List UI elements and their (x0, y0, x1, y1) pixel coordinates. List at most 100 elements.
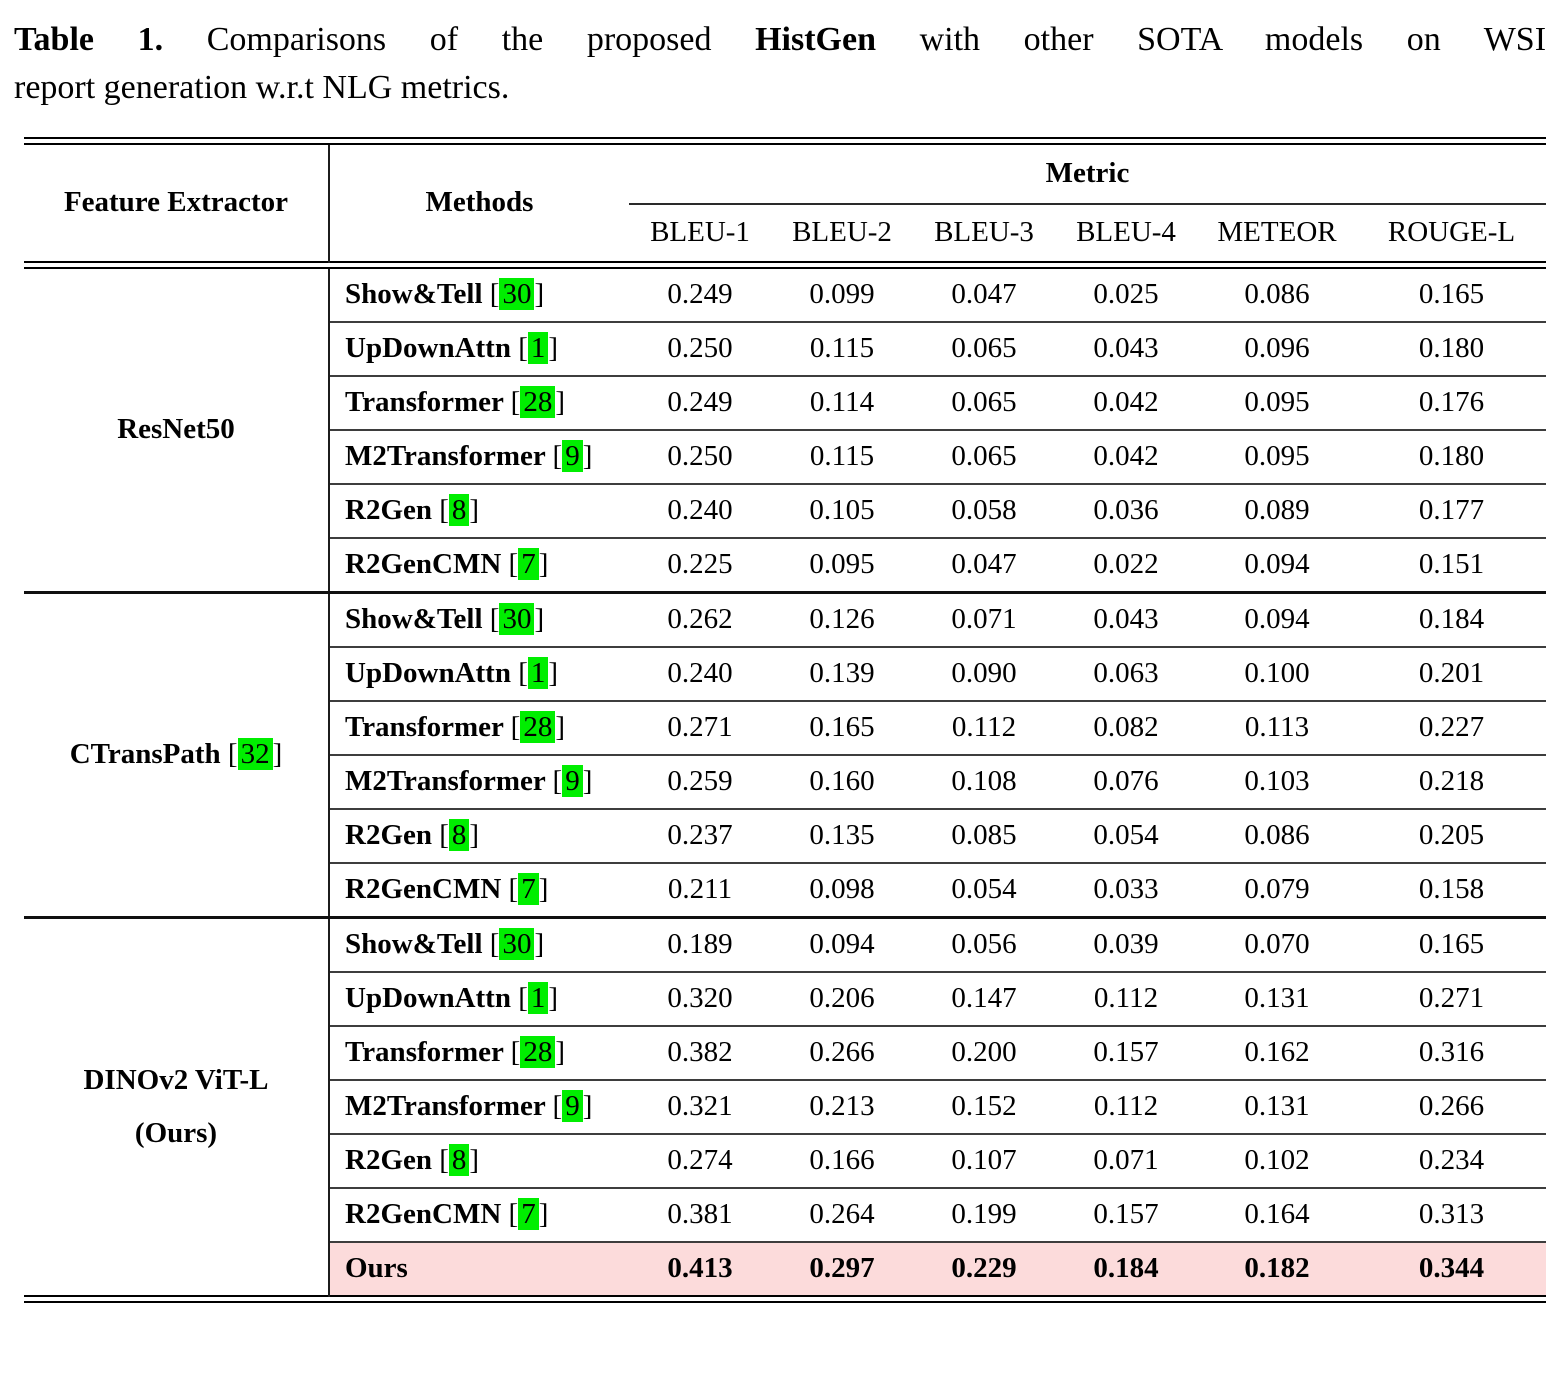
citation-link[interactable]: 28 (511, 711, 565, 744)
metric-value: 0.165 (771, 699, 913, 755)
metric-value: 0.297 (771, 1240, 913, 1296)
citation-number[interactable]: 8 (448, 494, 470, 527)
feature-extractor-cell: ResNet50 (24, 267, 330, 593)
metric-value: 0.098 (771, 861, 913, 918)
metric-value: 0.065 (913, 374, 1055, 430)
citation-number[interactable]: 7 (518, 1198, 539, 1231)
citation-link[interactable]: 30 (490, 278, 544, 311)
method-cell: R2GenCMN 7 (329, 536, 629, 593)
metric-value: 0.264 (771, 1186, 913, 1242)
metric-value: 0.112 (1055, 970, 1197, 1026)
citation-number[interactable]: 32 (237, 738, 273, 771)
citation-link[interactable]: 1 (518, 982, 558, 1015)
citation-number[interactable]: 9 (562, 440, 583, 473)
table-row: M2Transformer 9 0.259 0.160 0.108 0.076 … (24, 753, 1546, 809)
citation-number[interactable]: 8 (448, 819, 470, 852)
metric-value: 0.200 (913, 1024, 1055, 1080)
method-name: R2Gen (345, 494, 432, 527)
citation-link[interactable]: 7 (509, 548, 548, 581)
metric-value: 0.262 (629, 590, 771, 647)
citation-number[interactable]: 30 (499, 603, 535, 636)
citation-link[interactable]: 7 (509, 1198, 548, 1231)
method-cell: Ours (329, 1240, 629, 1296)
table-row: UpDownAttn 1 0.250 0.115 0.065 0.043 0.0… (24, 320, 1546, 376)
citation-number[interactable]: 30 (499, 278, 535, 311)
metric-value: 0.313 (1357, 1186, 1546, 1242)
feature-extractor-cell: DINOv2 ViT-L (Ours) (24, 915, 330, 1296)
metric-value: 0.107 (913, 1132, 1055, 1188)
method-cell: UpDownAttn 1 (329, 645, 629, 701)
header-methods: Methods (425, 186, 534, 219)
metric-value: 0.176 (1357, 374, 1546, 430)
citation-link[interactable]: 30 (490, 928, 544, 961)
metric-value: 0.115 (771, 320, 913, 376)
citation-link[interactable]: 28 (511, 386, 565, 419)
method-cell: R2Gen 8 (329, 482, 629, 538)
metric-value: 0.102 (1197, 1132, 1357, 1188)
metric-value: 0.266 (771, 1024, 913, 1080)
metric-value: 0.094 (1197, 536, 1357, 593)
metric-value: 0.157 (1055, 1186, 1197, 1242)
citation-number[interactable]: 1 (527, 332, 549, 365)
metric-value: 0.085 (913, 807, 1055, 863)
citation-number[interactable]: 28 (520, 1036, 556, 1069)
metric-value: 0.063 (1055, 645, 1197, 701)
metric-value: 0.184 (1357, 590, 1546, 647)
metric-value: 0.131 (1197, 970, 1357, 1026)
metric-value: 0.079 (1197, 861, 1357, 918)
metric-value: 0.043 (1055, 590, 1197, 647)
metric-value: 0.182 (1197, 1240, 1357, 1296)
method-name: Transformer (345, 386, 504, 419)
metric-value: 0.095 (1197, 428, 1357, 484)
metric-value: 0.042 (1055, 374, 1197, 430)
citation-link[interactable]: 8 (439, 819, 479, 852)
citation-link[interactable]: 30 (490, 603, 544, 636)
citation-number[interactable]: 1 (527, 982, 549, 1015)
citation-link[interactable]: 8 (439, 494, 479, 527)
metric-value: 0.382 (629, 1024, 771, 1080)
metric-value: 0.157 (1055, 1024, 1197, 1080)
caption-line-2: report generation w.r.t NLG metrics. (14, 69, 510, 107)
citation-link[interactable]: 1 (518, 332, 558, 365)
method-cell: R2GenCMN 7 (329, 1186, 629, 1242)
citation-number[interactable]: 8 (448, 1144, 470, 1177)
citation-link[interactable]: 28 (511, 1036, 565, 1069)
citation-link[interactable]: 9 (553, 440, 592, 473)
citation-link[interactable]: 32 (228, 738, 282, 771)
metric-value: 0.076 (1055, 753, 1197, 809)
citation-number[interactable]: 9 (562, 765, 583, 798)
citation-number[interactable]: 28 (520, 386, 556, 419)
method-name: Transformer (345, 1036, 504, 1069)
metric-value: 0.054 (913, 861, 1055, 918)
metric-value: 0.229 (913, 1240, 1055, 1296)
metric-value: 0.147 (913, 970, 1055, 1026)
method-name: Ours (345, 1252, 408, 1285)
method-name: R2Gen (345, 1144, 432, 1177)
metric-column-header: BLEU-4 (1076, 216, 1176, 249)
metric-value: 0.115 (771, 428, 913, 484)
citation-number[interactable]: 28 (520, 711, 556, 744)
method-name: M2Transformer (345, 1090, 546, 1123)
citation-number[interactable]: 30 (499, 928, 535, 961)
method-cell: Show&Tell 30 (329, 268, 629, 322)
citation-link[interactable]: 8 (439, 1144, 479, 1177)
metric-value: 0.189 (629, 915, 771, 972)
metric-value: 0.206 (771, 970, 913, 1026)
citation-number[interactable]: 1 (527, 657, 549, 690)
metric-value: 0.065 (913, 320, 1055, 376)
table-row: DINOv2 ViT-L (Ours) Show&Tell 30 0.189 0… (24, 915, 1546, 1296)
citation-number[interactable]: 7 (518, 548, 539, 581)
citation-link[interactable]: 1 (518, 657, 558, 690)
citation-number[interactable]: 9 (562, 1090, 583, 1123)
citation-link[interactable]: 9 (553, 1090, 592, 1123)
citation-link[interactable]: 7 (509, 873, 548, 906)
citation-link[interactable]: 9 (553, 765, 592, 798)
metric-value: 0.100 (1197, 645, 1357, 701)
metric-value: 0.043 (1055, 320, 1197, 376)
metric-value: 0.381 (629, 1186, 771, 1242)
method-name: M2Transformer (345, 440, 546, 473)
header-feature-extractor: Feature Extractor (24, 143, 330, 262)
metric-column-header: BLEU-1 (650, 216, 750, 249)
citation-number[interactable]: 7 (518, 873, 539, 906)
table-row: M2Transformer 9 0.250 0.115 0.065 0.042 … (24, 428, 1546, 484)
